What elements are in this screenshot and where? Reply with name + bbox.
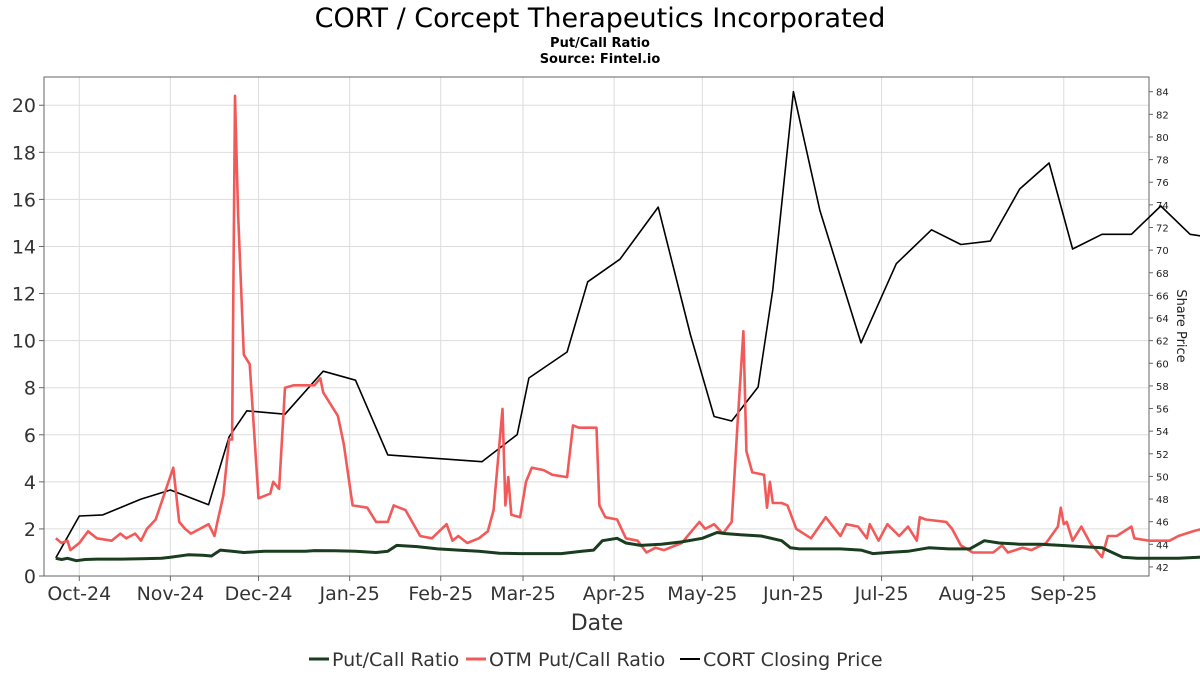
series-line-otm-put-call-ratio [54,94,1200,559]
y2-tick-label: 72 [1156,223,1169,234]
y-tick-label: 18 [12,142,36,164]
x-tick-label: Jul-25 [854,583,909,605]
legend-label: CORT Closing Price [703,649,883,671]
y-tick-label: 16 [12,189,36,211]
right-axis-label: Share Price [1173,289,1188,362]
y-tick-label: 4 [24,472,36,494]
y2-tick-label: 58 [1156,382,1169,393]
right-axis: 42 44 46 48 50 52 54 56 58 60 62 64 66 68 70 72 74 76 78 80… [1149,88,1169,574]
y-tick-label: 12 [12,284,36,306]
x-tick-label: Sep-25 [1030,583,1097,605]
plot-frame [43,76,1150,577]
series-lines [54,90,1200,563]
y2-tick-label: 64 [1156,314,1169,325]
x-tick-label: Apr-25 [583,583,646,605]
y2-tick-label: 80 [1156,133,1169,144]
y-tick-label: 0 [24,566,36,588]
chart-source: Source: Fintel.io [540,52,661,67]
series-line-put-call-ratio [55,531,1200,563]
series-line-cort-closing-price [55,90,1200,559]
chart-subtitle: Put/Call Ratio [550,36,650,51]
legend-label: OTM Put/Call Ratio [489,649,665,671]
x-tick-label: Oct-24 [47,583,111,605]
x-axis-label: Date [571,611,624,636]
y2-tick-label: 74 [1156,201,1169,212]
x-tick-label: Mar-25 [490,583,556,605]
chart-title: CORT / Corcept Therapeutics Incorporated [315,3,886,34]
y2-tick-label: 76 [1156,178,1169,189]
x-tick-label: Nov-24 [137,583,205,605]
y2-tick-label: 70 [1156,246,1169,257]
y2-tick-label: 82 [1156,110,1169,121]
y2-tick-label: 68 [1156,269,1169,280]
y2-tick-label: 56 [1156,405,1169,416]
y2-tick-label: 52 [1156,450,1169,461]
y2-tick-label: 48 [1156,495,1169,506]
y-tick-label: 8 [24,378,36,400]
x-axis: Oct-24 Nov-24 Dec-24 Jan-25 Feb-25 Mar-25 Apr-… [47,576,1097,605]
y2-tick-label: 84 [1156,88,1169,99]
left-axis: 0 2 4 6 8 10 12 14 16 18 20 [12,95,44,588]
x-tick-label: Aug-25 [939,583,1007,605]
y-tick-label: 20 [12,95,36,117]
legend: Put/Call Ratio OTM Put/Call Ratio CORT Clo… [309,649,883,671]
y-tick-label: 2 [24,519,36,541]
y2-tick-label: 44 [1156,540,1169,551]
y2-tick-label: 54 [1156,427,1169,438]
x-tick-label: Dec-24 [225,583,293,605]
y-tick-label: 10 [12,331,36,353]
y2-tick-label: 60 [1156,359,1169,370]
x-tick-label: May-25 [667,583,737,605]
x-tick-label: Jun-25 [762,583,824,605]
legend-label: Put/Call Ratio [332,649,459,671]
y2-tick-label: 46 [1156,518,1169,529]
x-tick-label: Feb-25 [408,583,473,605]
x-tick-label: Jan-25 [318,583,379,605]
y-tick-label: 14 [12,236,36,258]
y2-tick-label: 78 [1156,156,1169,167]
y2-tick-label: 66 [1156,291,1169,302]
y2-tick-label: 62 [1156,337,1169,348]
y2-tick-label: 50 [1156,472,1169,483]
y-tick-label: 6 [24,425,36,447]
y2-tick-label: 42 [1156,563,1169,574]
